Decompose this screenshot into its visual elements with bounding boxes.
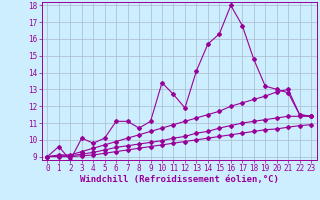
X-axis label: Windchill (Refroidissement éolien,°C): Windchill (Refroidissement éolien,°C) — [80, 175, 279, 184]
